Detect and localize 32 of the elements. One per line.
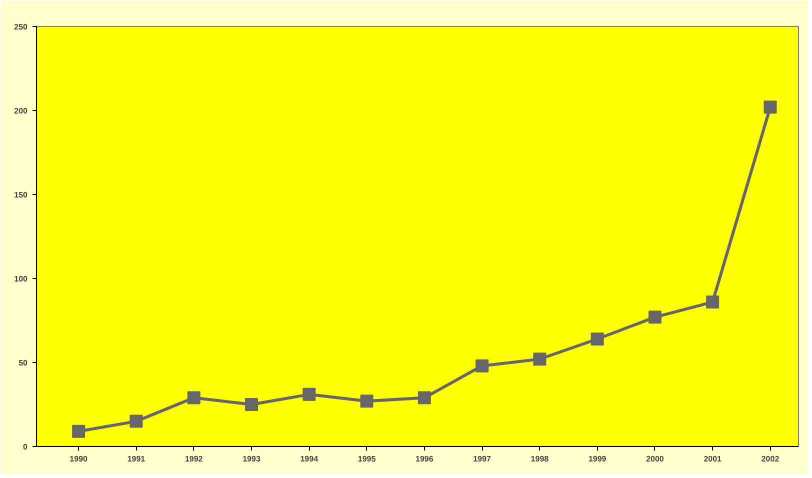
point [418, 391, 431, 404]
point [648, 310, 662, 324]
x-tick-label: 2000 [646, 454, 664, 464]
x-tick-label: 1995 [358, 454, 376, 464]
y-tick-label: 250 [14, 22, 28, 32]
point [360, 394, 374, 408]
point [590, 332, 604, 346]
x-tick-label: 2002 [761, 454, 780, 464]
x-tick-label: 1992 [184, 454, 204, 464]
x-tick-label: 1994 [300, 454, 319, 464]
x-tick-label: 1993 [242, 454, 261, 464]
x-tick-label: 1990 [70, 454, 88, 464]
point [130, 414, 143, 428]
y-tick-label: 0 [23, 442, 28, 452]
x-tick-label: 1998 [530, 454, 550, 464]
x-tick-label: 2001 [704, 454, 722, 464]
y-tick-label: 200 [14, 106, 28, 116]
x-tick-label: 1999 [588, 454, 607, 464]
y-tick-label: 100 [14, 274, 28, 284]
point [476, 359, 489, 372]
x-tick-label: 1996 [416, 454, 434, 464]
point [533, 352, 546, 366]
point [302, 388, 316, 401]
point [764, 100, 777, 114]
y-tick-label: 150 [14, 190, 28, 200]
x-tick-label: 1991 [127, 454, 146, 464]
point [244, 398, 258, 411]
point [187, 391, 200, 404]
y-tick-label: 50 [18, 358, 28, 368]
point [72, 424, 86, 438]
point [706, 296, 720, 309]
x-tick-label: 1997 [473, 454, 492, 464]
